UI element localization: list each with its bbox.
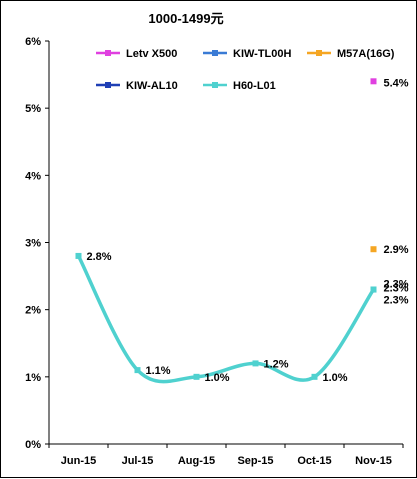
x-tick-label: Jul-15 (122, 455, 154, 467)
point-4-2 (193, 373, 200, 380)
y-tick-label: 5% (25, 103, 41, 115)
x-tick-label: Jun-15 (61, 455, 96, 467)
point-0-5 (370, 78, 377, 85)
y-tick-label: 0% (25, 439, 41, 451)
legend-label-4: H60-L01 (233, 80, 276, 92)
data-label-4-4: 1.0% (323, 372, 348, 384)
x-tick-label: Oct-15 (297, 455, 331, 467)
data-label-4-5: 2.3% (384, 295, 409, 307)
point-4-3 (252, 360, 259, 367)
data-label-4-2: 1.0% (205, 372, 230, 384)
y-tick-label: 1% (25, 372, 41, 384)
data-label-4-1: 1.1% (146, 365, 171, 377)
y-tick-label: 4% (25, 170, 41, 182)
x-tick-label: Nov-15 (355, 455, 392, 467)
point-2-5 (370, 246, 377, 253)
legend-label-3: KIW-AL10 (126, 80, 178, 92)
legend-marker-1 (212, 50, 218, 56)
legend-label-1: KIW-TL00H (233, 48, 291, 60)
data-label-3-5: 2.3% (384, 283, 409, 295)
series-line-h60-l01 (76, 254, 376, 384)
legend-label-0: Letv X500 (126, 48, 177, 60)
legend-marker-2 (316, 50, 322, 56)
data-label-4-0: 2.8% (87, 251, 112, 263)
data-label-0-5: 5.4% (384, 77, 409, 89)
y-tick-label: 6% (25, 36, 41, 48)
data-label-2-5: 2.9% (384, 244, 409, 256)
x-tick-label: Aug-15 (178, 455, 215, 467)
point-4-0 (75, 252, 82, 259)
legend-marker-0 (105, 50, 111, 56)
legend-label-2: M57A(16G) (337, 48, 395, 60)
point-4-5 (370, 286, 377, 293)
data-label-4-3: 1.2% (264, 358, 289, 370)
chart-title: 1000-1499元 (148, 11, 223, 26)
x-tick-label: Sep-15 (237, 455, 273, 467)
point-4-1 (134, 367, 141, 374)
data-label-1-5: 2.3% (384, 279, 409, 291)
y-tick-label: 2% (25, 305, 41, 317)
point-4-4 (311, 373, 318, 380)
legend-marker-3 (105, 82, 111, 88)
legend-marker-4 (212, 82, 218, 88)
y-tick-label: 3% (25, 238, 41, 250)
